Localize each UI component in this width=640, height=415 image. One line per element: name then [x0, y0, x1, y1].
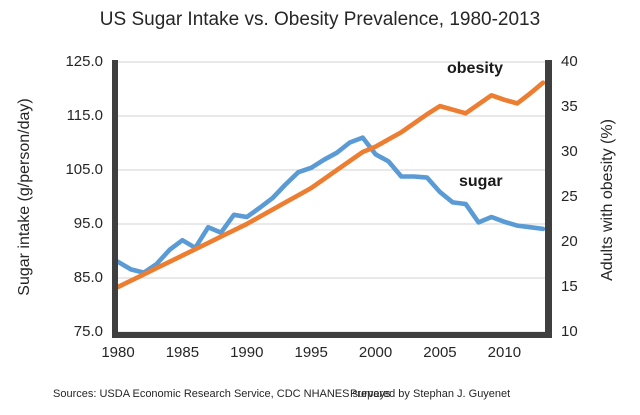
sugar-line: [115, 135, 546, 275]
obesity-line: [115, 80, 546, 290]
left-axis-bar: [112, 60, 118, 338]
bottom-axis-bar: [112, 332, 552, 338]
y-left-tick-label: 105.0: [65, 161, 103, 178]
y-left-tick-label: 85.0: [73, 269, 103, 286]
y-right-tick-label: 15: [561, 278, 578, 295]
y-right-tick-label: 20: [561, 233, 578, 250]
y-right-tick-label: 35: [561, 98, 578, 115]
sources-credit: Sources: USDA Economic Research Service,…: [53, 388, 391, 400]
y-right-tick-label: 30: [561, 143, 578, 160]
prepared-by-credit: Prepared by Stephan J. Guyenet: [350, 388, 511, 400]
x-axis-tick-label: 2005: [423, 344, 457, 361]
x-axis-tick-label: 2000: [358, 344, 393, 361]
x-axis-tick-label: 1995: [294, 344, 328, 361]
sugar-series-label: sugar: [459, 173, 503, 190]
y-right-tick-label: 10: [561, 323, 578, 340]
chart-title: US Sugar Intake vs. Obesity Prevalence, …: [99, 9, 541, 30]
y-left-tick-label: 95.0: [73, 215, 103, 232]
y-right-tick-label: 40: [561, 53, 578, 70]
x-axis-tick-label: 2010: [487, 344, 522, 361]
x-axis-tick-label: 1990: [230, 344, 264, 361]
obesity-series-label: obesity: [447, 60, 504, 77]
x-axis-tick-label: 1980: [101, 344, 135, 361]
y-left-tick-label: 125.0: [65, 53, 103, 70]
y-right-tick-label: 25: [561, 188, 578, 205]
right-axis-bar: [545, 60, 552, 338]
y-left-tick-label: 115.0: [66, 107, 103, 124]
x-axis-tick-label: 1985: [165, 344, 200, 361]
y-left-tick-label: 75.0: [73, 323, 103, 340]
